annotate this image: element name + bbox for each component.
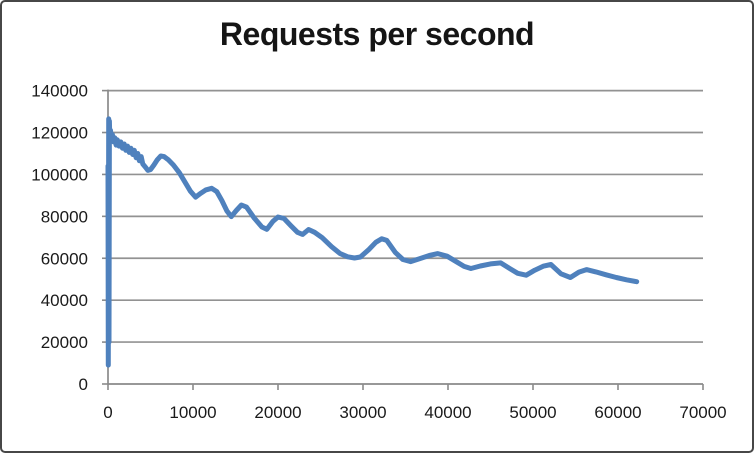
y-tick-label: 80000 [41, 207, 88, 226]
y-tick-label: 100000 [31, 165, 88, 184]
x-tick-label: 10000 [169, 403, 216, 422]
y-tick-label: 20000 [41, 333, 88, 352]
x-tick-label: 60000 [594, 403, 641, 422]
chart-title: Requests per second [219, 16, 535, 52]
y-tick-label: 0 [79, 375, 88, 394]
x-tick-label: 20000 [254, 403, 301, 422]
y-tick-label: 140000 [31, 82, 88, 101]
series-line [105, 116, 640, 368]
x-tick-label: 70000 [679, 403, 726, 422]
x-tick-label: 30000 [339, 403, 386, 422]
x-tick-label: 40000 [424, 403, 471, 422]
x-tick-label: 0 [103, 403, 112, 422]
x-tick-label: 50000 [509, 403, 556, 422]
y-tick-label: 60000 [41, 249, 88, 268]
y-tick-label: 120000 [31, 124, 88, 143]
y-tick-label: 40000 [41, 291, 88, 310]
